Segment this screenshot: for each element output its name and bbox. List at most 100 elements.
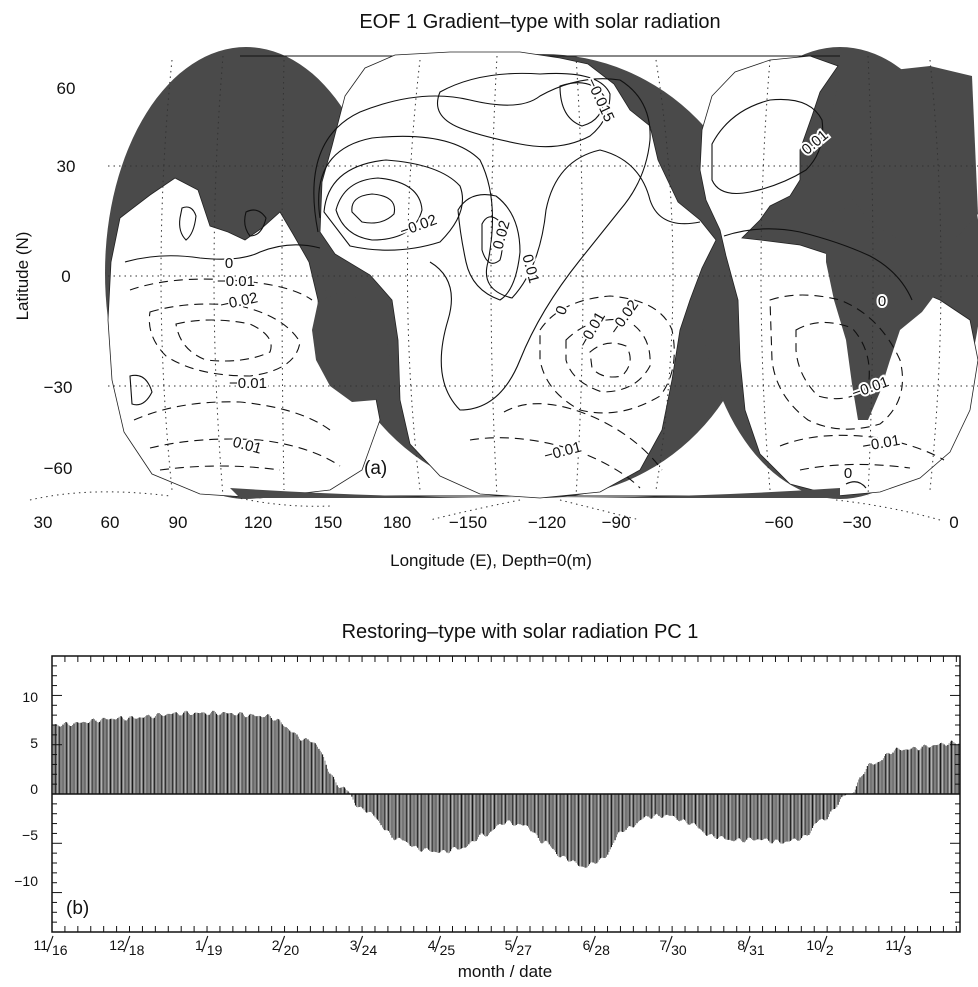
x-tick-slash xyxy=(123,935,131,953)
contour-indian-neg4 xyxy=(133,401,331,431)
contour-atlantic-north xyxy=(711,98,824,195)
contour-pacific-north2 xyxy=(559,82,605,127)
x-tick-month: 4 xyxy=(428,937,436,953)
y-tick-label: 10 xyxy=(22,689,38,705)
panel-b-xlabel: month / date xyxy=(458,962,553,981)
contour-indian-neg6 xyxy=(159,465,281,471)
contour-label: 0 xyxy=(878,293,886,310)
x-tick-label: 120 xyxy=(244,513,272,532)
x-tick-label: 60 xyxy=(101,513,120,532)
x-tick-date: 28 xyxy=(594,942,610,958)
panel-b-yticks: 10 5 0 −5 −10 xyxy=(14,689,38,889)
x-tick-label: −120 xyxy=(528,513,566,532)
y-tick-label: 60 xyxy=(57,79,76,98)
africa-land xyxy=(830,66,978,246)
panel-b-title: Restoring–type with solar radiation PC 1 xyxy=(342,621,699,643)
x-tick-month: 12 xyxy=(109,937,125,953)
land-masses xyxy=(230,66,978,498)
x-tick-month: 1 xyxy=(195,937,203,953)
x-tick-slash xyxy=(898,935,906,953)
south-america-land xyxy=(826,200,950,420)
contour-pacific-inner xyxy=(335,177,423,241)
pc-bars xyxy=(51,710,961,868)
x-tick-month: 6 xyxy=(583,937,591,953)
contour-indian-island1 xyxy=(179,206,197,241)
panel-a: EOF 1 Gradient–type with solar radiation xyxy=(13,11,978,570)
contour-pacific-neg4 xyxy=(503,403,663,471)
panel-b-xticks: 11 16 12 18 1 19 2 20 3 24 4 25 5 27 6 28 7 30 8 31 10 2 11 3 xyxy=(33,935,912,958)
panel-a-label: (a) xyxy=(364,458,387,479)
frame-ticks xyxy=(51,655,960,933)
x-tick-month: 2 xyxy=(272,937,280,953)
contour-atlantic-neg2 xyxy=(795,321,870,400)
x-tick-month: 11 xyxy=(33,937,48,953)
contour-indian-neg5 xyxy=(149,438,341,467)
y-tick-label: 30 xyxy=(57,157,76,176)
y-tick-label: 0 xyxy=(30,781,38,797)
x-tick-label: 0 xyxy=(949,513,958,532)
contour-pacific-zero xyxy=(313,78,651,411)
panel-a-title: EOF 1 Gradient–type with solar radiation xyxy=(359,11,720,33)
panel-a-yticks: 60 30 0 −30 −60 xyxy=(44,79,76,478)
x-tick-date: 27 xyxy=(516,942,532,958)
x-tick-slash xyxy=(588,935,596,953)
x-tick-month: 8 xyxy=(737,937,745,953)
x-tick-label: 90 xyxy=(169,513,188,532)
x-tick-month: 11 xyxy=(885,937,900,953)
x-tick-slash xyxy=(46,935,54,953)
x-tick-label: −150 xyxy=(449,513,487,532)
contour-pacific-mid xyxy=(323,159,464,251)
contour-indian-zero xyxy=(124,244,321,263)
x-tick-slash xyxy=(278,935,286,953)
x-tick-month: 10 xyxy=(806,937,822,953)
x-tick-date: 31 xyxy=(749,942,765,958)
x-tick-label: −90 xyxy=(602,513,631,532)
x-tick-slash xyxy=(743,935,751,953)
panel-a-ylabel: Latitude (N) xyxy=(13,232,32,321)
contour-pacific-neg1 xyxy=(539,295,675,414)
plot-frame xyxy=(51,655,961,933)
contour-atlantic-neg4 xyxy=(799,463,911,471)
contour-pacific-center xyxy=(351,193,396,224)
x-tick-date: 24 xyxy=(362,942,378,958)
x-tick-date: 2 xyxy=(826,942,834,958)
x-tick-slash xyxy=(510,935,518,953)
contour-indian-neg2 xyxy=(148,303,301,377)
contour-pacific-lobe2 xyxy=(457,194,521,301)
contour-indian-island2 xyxy=(244,209,267,237)
x-tick-date: 20 xyxy=(284,942,300,958)
x-tick-slash xyxy=(201,935,209,953)
contour-pacific-outer xyxy=(318,135,701,299)
contour-pacific-neg2 xyxy=(565,318,651,393)
x-tick-slash xyxy=(434,935,442,953)
contour-pacific-neg3 xyxy=(589,342,631,378)
x-tick-month: 7 xyxy=(659,937,667,953)
x-tick-label: 180 xyxy=(383,513,411,532)
contour-pacific-lobe1 xyxy=(481,216,504,264)
y-tick-label: −60 xyxy=(44,459,73,478)
contours-solid xyxy=(124,72,913,489)
panel-b: Restoring–type with solar radiation PC 1… xyxy=(14,621,961,981)
contour-label: −0.01 xyxy=(217,273,255,290)
panel-a-xlabel: Longitude (E), Depth=0(m) xyxy=(390,551,592,570)
antarctic-strip xyxy=(230,488,840,498)
y-tick-label: −30 xyxy=(44,378,73,397)
contour-indian-sw xyxy=(129,374,153,406)
contour-atlantic-neg1 xyxy=(769,294,904,430)
contour-atlantic-south xyxy=(845,481,867,489)
contour-atlantic-zero xyxy=(723,228,913,301)
contour-indian-neg3 xyxy=(175,319,272,362)
x-tick-date: 25 xyxy=(440,942,456,958)
y-tick-label: 5 xyxy=(30,735,38,751)
y-tick-label: −5 xyxy=(22,827,38,843)
x-tick-slash xyxy=(665,935,673,953)
x-tick-label: −60 xyxy=(765,513,794,532)
y-tick-label: −10 xyxy=(14,873,38,889)
x-tick-label: 150 xyxy=(314,513,342,532)
panel-a-xticks: 30 60 90 120 150 180 −150 −120 −90 −60 −… xyxy=(34,513,959,532)
x-tick-date: 30 xyxy=(671,942,687,958)
contours-dashed xyxy=(129,278,945,489)
ocean-pacific xyxy=(319,51,717,499)
x-tick-date: 3 xyxy=(904,942,912,958)
